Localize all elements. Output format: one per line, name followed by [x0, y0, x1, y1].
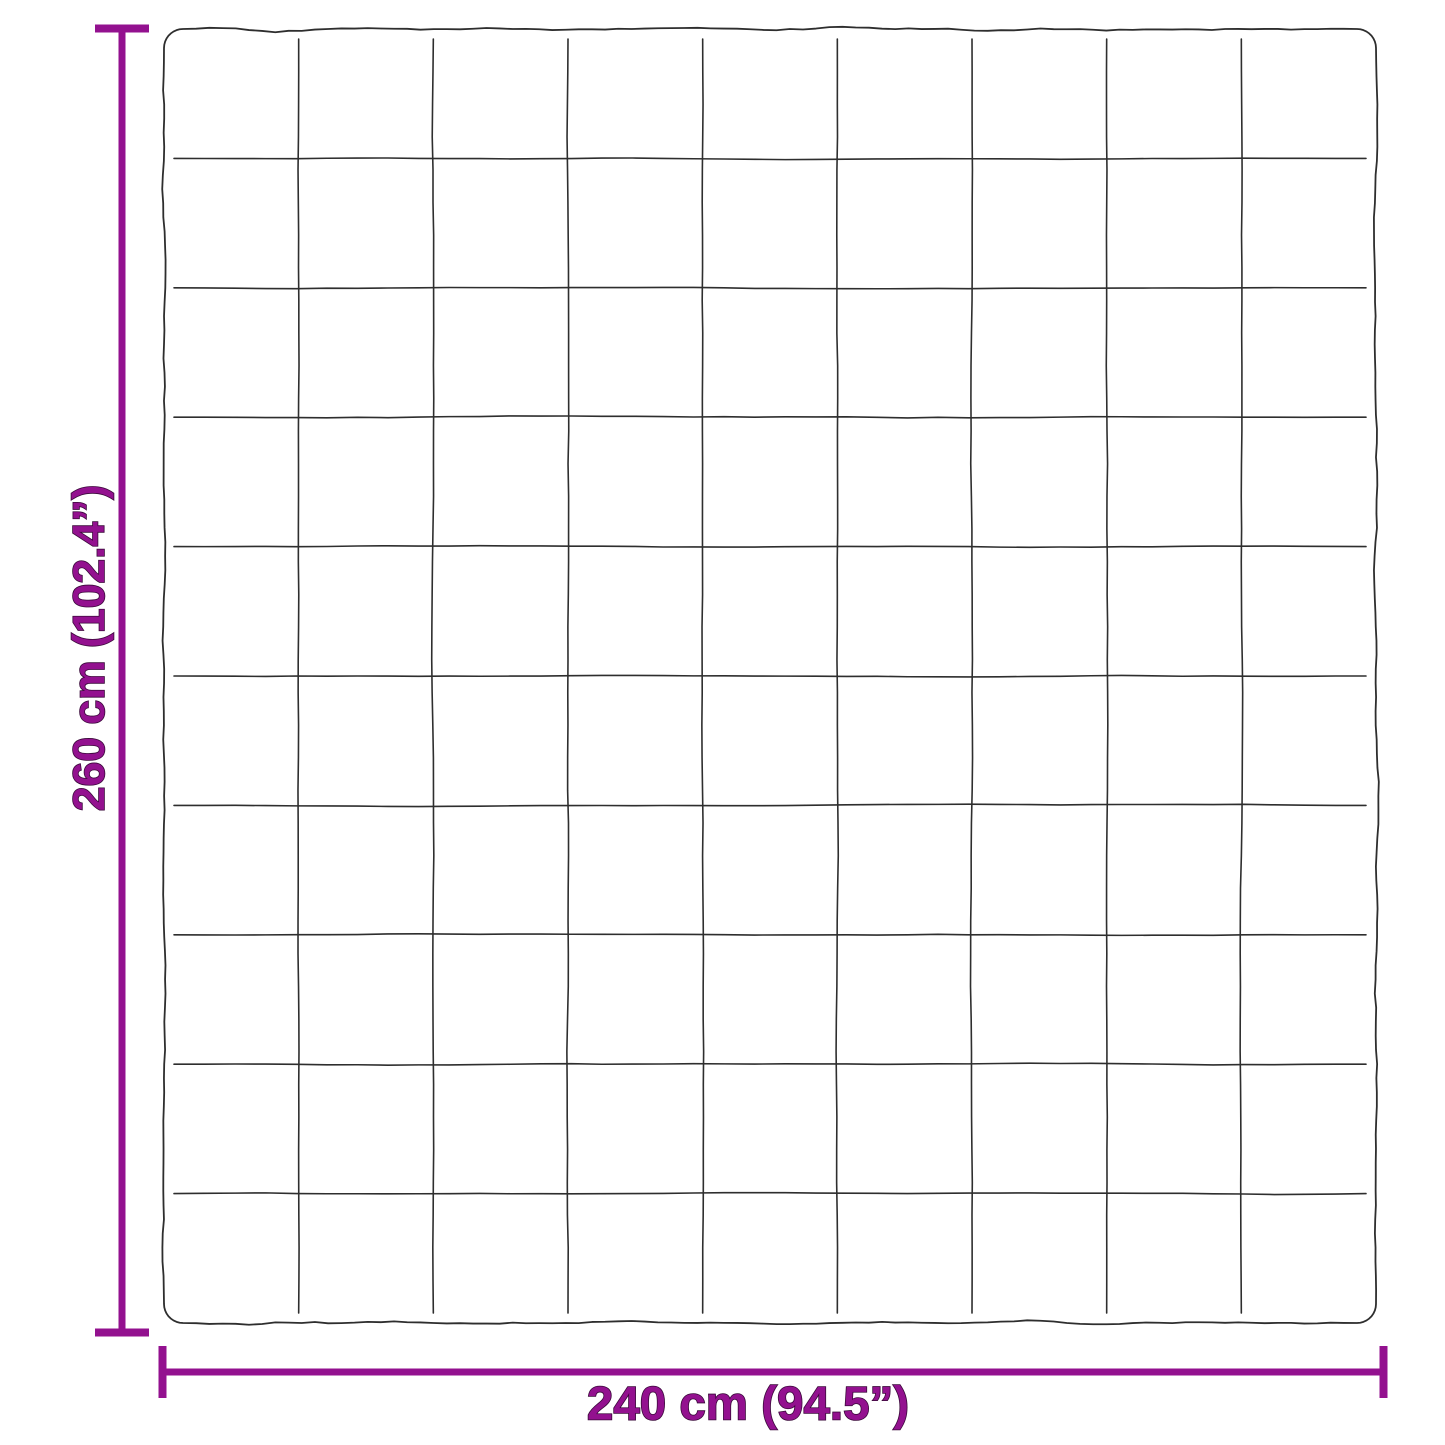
svg-text:260 cm (102.4”): 260 cm (102.4”): [65, 485, 114, 812]
svg-text:240 cm (94.5”): 240 cm (94.5”): [587, 1378, 909, 1431]
